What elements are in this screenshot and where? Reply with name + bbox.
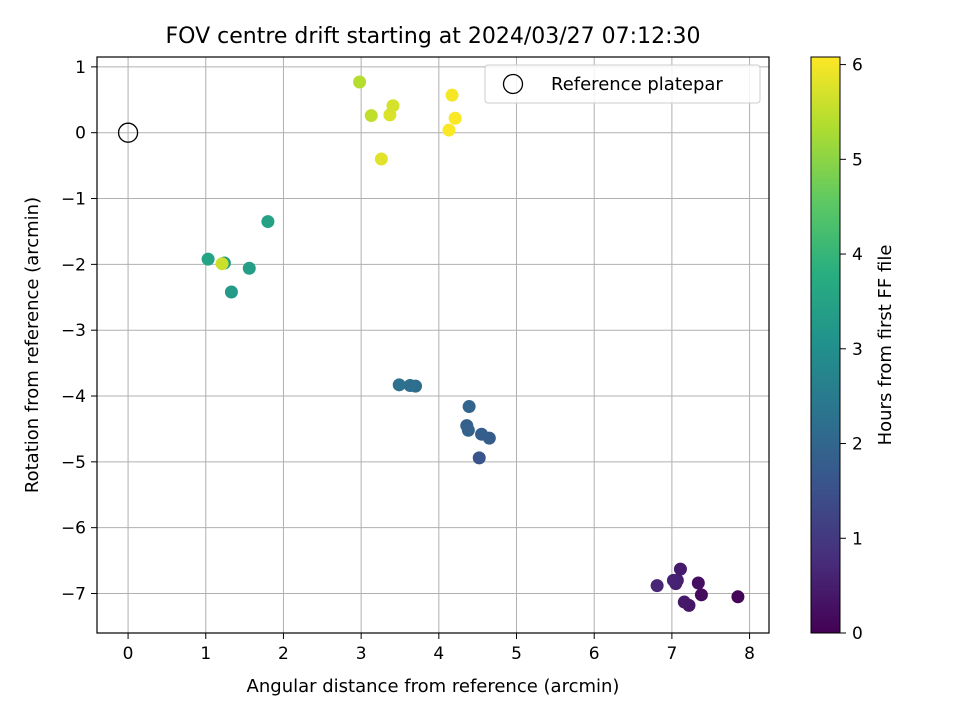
y-tick-label: −3: [61, 321, 86, 341]
y-tick-label: 0: [75, 124, 86, 144]
x-tick-label: 0: [123, 644, 134, 664]
colorbar: [810, 56, 841, 634]
data-point: [442, 123, 456, 137]
data-point: [673, 562, 687, 576]
y-tick-label: −7: [61, 585, 86, 605]
data-point: [472, 451, 486, 465]
legend: Reference platepar: [484, 64, 761, 104]
x-axis-label: Angular distance from reference (arcmin): [247, 676, 620, 697]
y-tick-label: −1: [61, 190, 86, 210]
colorbar-label: Hours from first FF file: [875, 245, 896, 446]
chart-title: FOV centre drift starting at 2024/03/27 …: [166, 24, 701, 49]
colorbar-tick-label: 3: [852, 340, 863, 360]
grid-lines: [97, 57, 769, 633]
data-points: [117, 75, 745, 612]
colorbar-ticks: 0 1 2 3 4 5 6: [840, 56, 863, 644]
data-point: [461, 423, 475, 437]
data-point: [392, 378, 406, 392]
data-point: [386, 99, 400, 113]
colorbar-tick-label: 6: [852, 56, 863, 76]
data-point: [261, 215, 275, 229]
data-point: [242, 261, 256, 275]
data-point: [364, 109, 378, 123]
y-tick-label: −4: [61, 387, 86, 407]
legend-entry-label: Reference platepar: [551, 74, 723, 95]
data-point: [691, 576, 705, 590]
y-tick-label: −6: [61, 519, 86, 539]
data-point: [731, 590, 745, 604]
legend-marker-circle-icon: [502, 73, 524, 95]
data-point: [374, 152, 388, 166]
reference-point-marker: [117, 122, 139, 143]
data-point: [403, 378, 417, 392]
data-point: [445, 88, 459, 102]
y-axis-ticks: 1 0 −1 −2 −3 −4 −5 −6 −7: [61, 58, 97, 605]
x-tick-label: 4: [433, 644, 444, 664]
x-tick-label: 7: [666, 644, 677, 664]
data-point: [694, 588, 708, 602]
data-point: [215, 257, 229, 271]
data-point: [448, 111, 462, 125]
plot-frame: [96, 56, 770, 634]
x-tick-label: 2: [278, 644, 289, 664]
y-tick-label: −2: [61, 255, 86, 275]
data-point: [462, 400, 476, 414]
x-tick-label: 1: [200, 644, 211, 664]
data-point: [201, 252, 215, 266]
y-tick-label: −5: [61, 453, 86, 473]
x-tick-label: 6: [589, 644, 600, 664]
colorbar-tick-label: 1: [852, 529, 863, 549]
colorbar-tick-label: 5: [852, 150, 863, 170]
x-tick-label: 8: [744, 644, 755, 664]
x-axis-ticks: 0 1 2 3 4 5 6 7 8: [123, 633, 755, 664]
x-tick-label: 5: [511, 644, 522, 664]
data-point: [224, 285, 238, 299]
data-point: [666, 573, 680, 587]
data-point: [353, 75, 367, 89]
y-tick-label: 1: [75, 58, 86, 78]
y-axis-label: Rotation from reference (arcmin): [22, 197, 43, 493]
legend-box: [484, 64, 761, 104]
colorbar-tick-label: 4: [852, 245, 863, 265]
data-point: [650, 579, 664, 593]
x-tick-label: 3: [356, 644, 367, 664]
colorbar-tick-label: 2: [852, 435, 863, 455]
data-point: [677, 595, 691, 609]
colorbar-tick-label: 0: [852, 624, 863, 644]
data-point: [475, 427, 489, 441]
